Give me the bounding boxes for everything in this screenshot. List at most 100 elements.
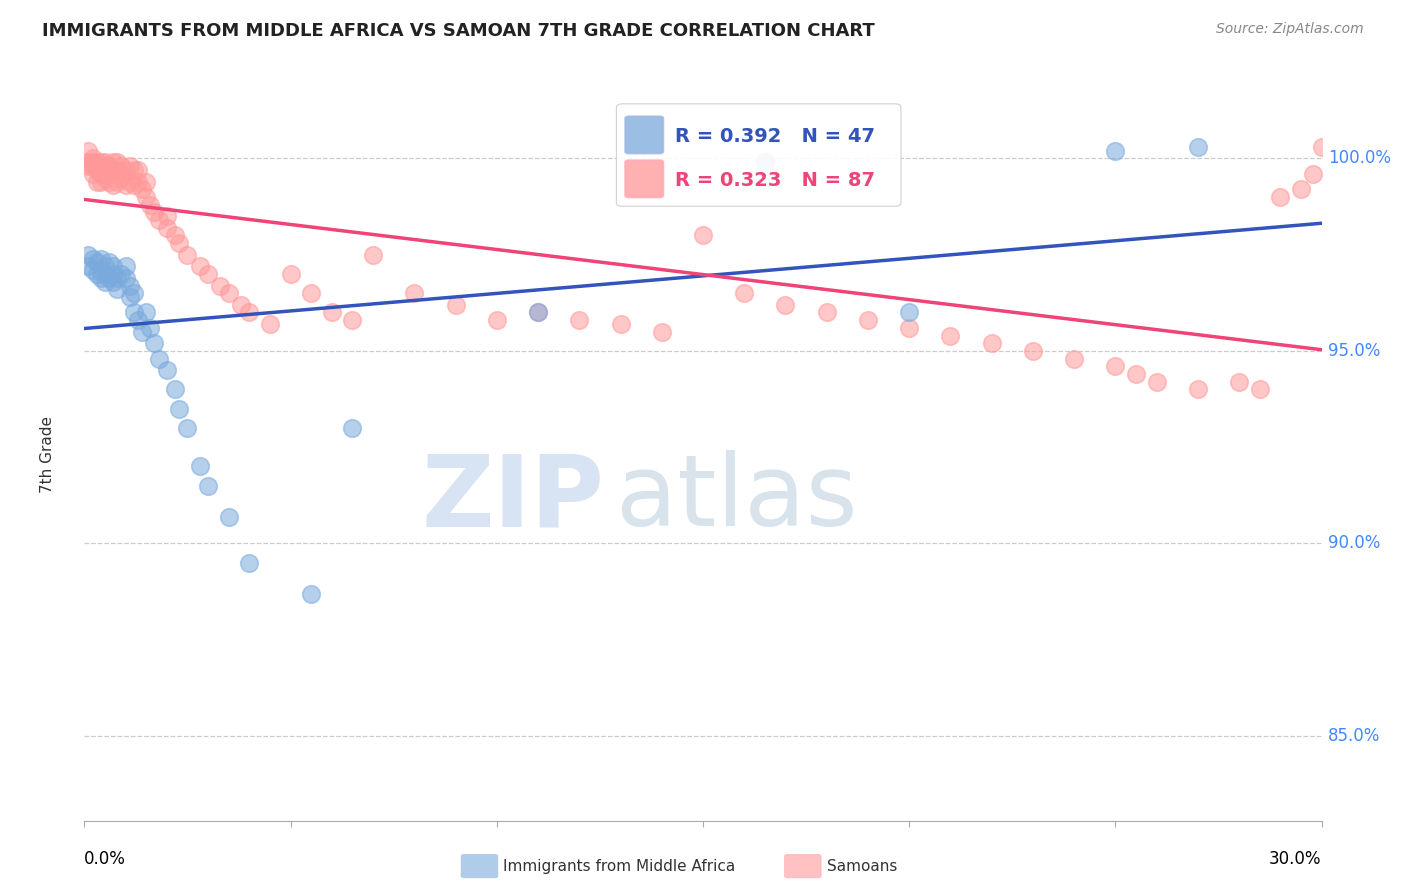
- Point: [209, 278, 232, 293]
- Point: [82, 263, 104, 277]
- Point: [90, 167, 112, 181]
- Point: [165, 383, 187, 397]
- Point: [86, 159, 108, 173]
- Point: [188, 459, 211, 474]
- Point: [94, 267, 117, 281]
- Point: [114, 178, 136, 193]
- Point: [280, 267, 302, 281]
- Point: [118, 278, 141, 293]
- Point: [77, 155, 100, 169]
- Point: [110, 170, 132, 185]
- Point: [127, 313, 149, 327]
- Point: [1022, 343, 1045, 358]
- Point: [82, 252, 104, 266]
- Point: [1187, 383, 1209, 397]
- Point: [1104, 144, 1126, 158]
- Point: [94, 155, 117, 169]
- Point: [118, 175, 141, 189]
- Point: [114, 270, 136, 285]
- Point: [90, 270, 112, 285]
- Point: [94, 260, 117, 274]
- Point: [444, 298, 467, 312]
- Point: [143, 336, 166, 351]
- Point: [82, 155, 104, 169]
- Point: [114, 163, 136, 178]
- Point: [651, 325, 673, 339]
- Point: [733, 286, 755, 301]
- Point: [1125, 367, 1147, 381]
- Point: [568, 313, 591, 327]
- Point: [118, 159, 141, 173]
- Point: [527, 305, 550, 319]
- Point: [143, 205, 166, 219]
- Point: [527, 305, 550, 319]
- Point: [77, 144, 100, 158]
- Point: [98, 167, 121, 181]
- Point: [167, 401, 190, 416]
- Point: [86, 155, 108, 169]
- Point: [105, 282, 128, 296]
- Point: [1187, 140, 1209, 154]
- Point: [98, 255, 121, 269]
- Text: 85.0%: 85.0%: [1327, 727, 1381, 745]
- Point: [1104, 359, 1126, 374]
- Point: [135, 190, 157, 204]
- Point: [131, 325, 153, 339]
- Point: [485, 313, 508, 327]
- Text: R = 0.392   N = 47: R = 0.392 N = 47: [675, 128, 875, 146]
- Point: [90, 155, 112, 169]
- Point: [139, 321, 162, 335]
- Point: [82, 167, 104, 181]
- Point: [110, 159, 132, 173]
- Point: [238, 556, 260, 570]
- Text: 0.0%: 0.0%: [84, 850, 127, 868]
- Point: [1270, 190, 1292, 204]
- Point: [139, 197, 162, 211]
- Point: [980, 336, 1002, 351]
- Point: [1146, 375, 1168, 389]
- Point: [90, 263, 112, 277]
- Point: [754, 155, 776, 169]
- FancyBboxPatch shape: [616, 103, 901, 206]
- Point: [1302, 167, 1324, 181]
- Text: 90.0%: 90.0%: [1327, 534, 1381, 552]
- Text: Immigrants from Middle Africa: Immigrants from Middle Africa: [503, 859, 735, 873]
- Point: [98, 175, 121, 189]
- Point: [105, 163, 128, 178]
- Point: [86, 175, 108, 189]
- Point: [404, 286, 426, 301]
- Text: 95.0%: 95.0%: [1327, 342, 1381, 360]
- Point: [103, 163, 125, 178]
- Point: [229, 298, 252, 312]
- Point: [692, 228, 714, 243]
- Point: [156, 220, 179, 235]
- Point: [1249, 383, 1271, 397]
- Point: [197, 479, 219, 493]
- Point: [94, 275, 117, 289]
- Point: [165, 228, 187, 243]
- Point: [176, 248, 198, 262]
- Text: 30.0%: 30.0%: [1270, 850, 1322, 868]
- Point: [103, 178, 125, 193]
- Point: [103, 260, 125, 274]
- Point: [122, 163, 145, 178]
- Text: ZIP: ZIP: [422, 450, 605, 548]
- Point: [122, 305, 145, 319]
- Point: [105, 270, 128, 285]
- Point: [98, 159, 121, 173]
- Text: R = 0.323   N = 87: R = 0.323 N = 87: [675, 171, 875, 190]
- Text: R = 0.392   N = 47: R = 0.392 N = 47: [675, 128, 875, 146]
- Point: [103, 155, 125, 169]
- FancyBboxPatch shape: [626, 161, 664, 197]
- Point: [259, 317, 281, 331]
- Point: [77, 248, 100, 262]
- Point: [775, 298, 797, 312]
- Point: [82, 152, 104, 166]
- Point: [94, 163, 117, 178]
- Point: [856, 313, 879, 327]
- Point: [110, 267, 132, 281]
- Point: [342, 421, 364, 435]
- Point: [90, 175, 112, 189]
- Point: [122, 178, 145, 193]
- Point: [77, 260, 100, 274]
